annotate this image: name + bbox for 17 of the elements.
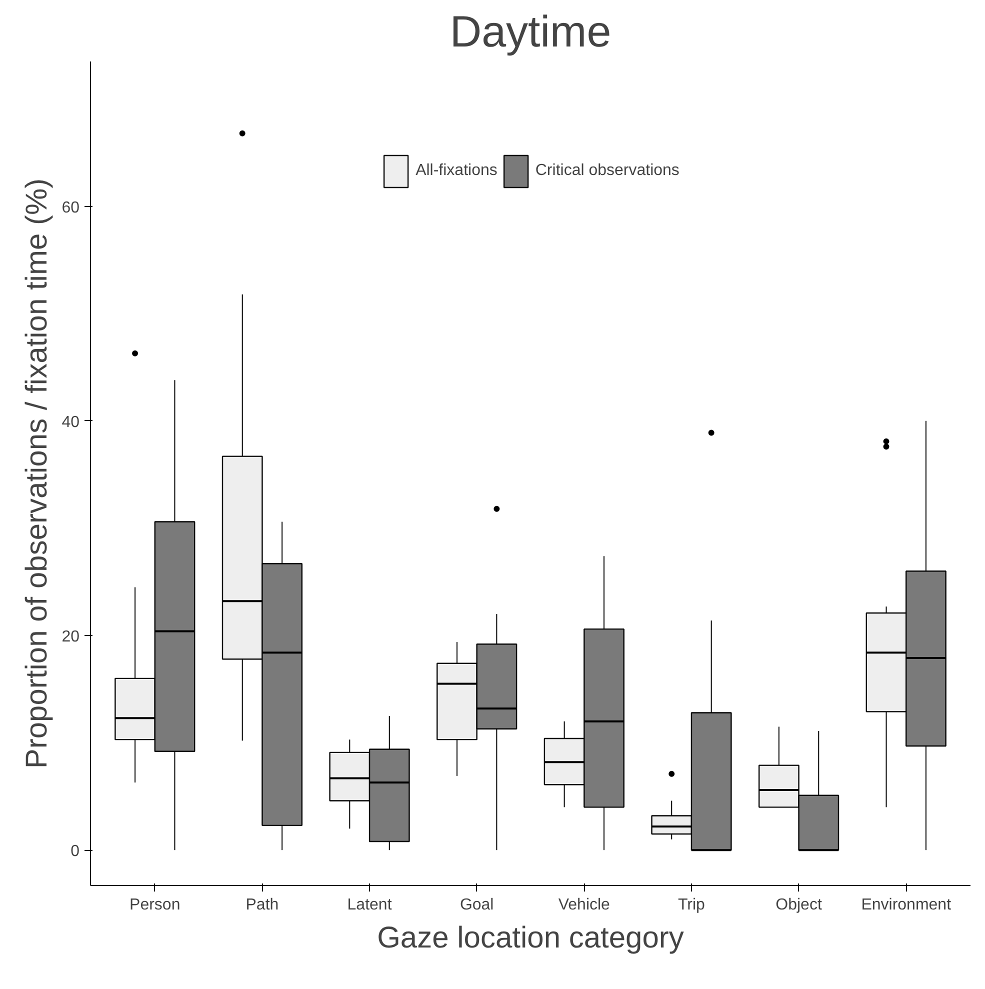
x-tick-label: Goal [460, 896, 494, 914]
y-axis-title: Proportion of observations / fixation time (%) [20, 178, 54, 769]
y-tick-label: 60 [62, 199, 80, 216]
x-tick-label: Person [130, 896, 180, 914]
x-tick-label: Vehicle [558, 896, 610, 914]
x-tick-label: Environment [861, 896, 952, 914]
x-tick-label: Path [246, 896, 279, 914]
x-tick-label: Object [776, 896, 822, 914]
legend-label: All-fixations [416, 162, 498, 180]
y-tick-label: 40 [62, 414, 80, 431]
y-tick-label: 0 [70, 843, 80, 860]
y-tick-label: 20 [62, 628, 80, 646]
x-axis-title: Gaze location category [377, 922, 684, 954]
legend-label: Critical observations [535, 162, 680, 180]
chart-title: Daytime [450, 8, 612, 56]
x-tick-label: Latent [347, 896, 392, 914]
x-tick-label: Trip [678, 896, 706, 914]
